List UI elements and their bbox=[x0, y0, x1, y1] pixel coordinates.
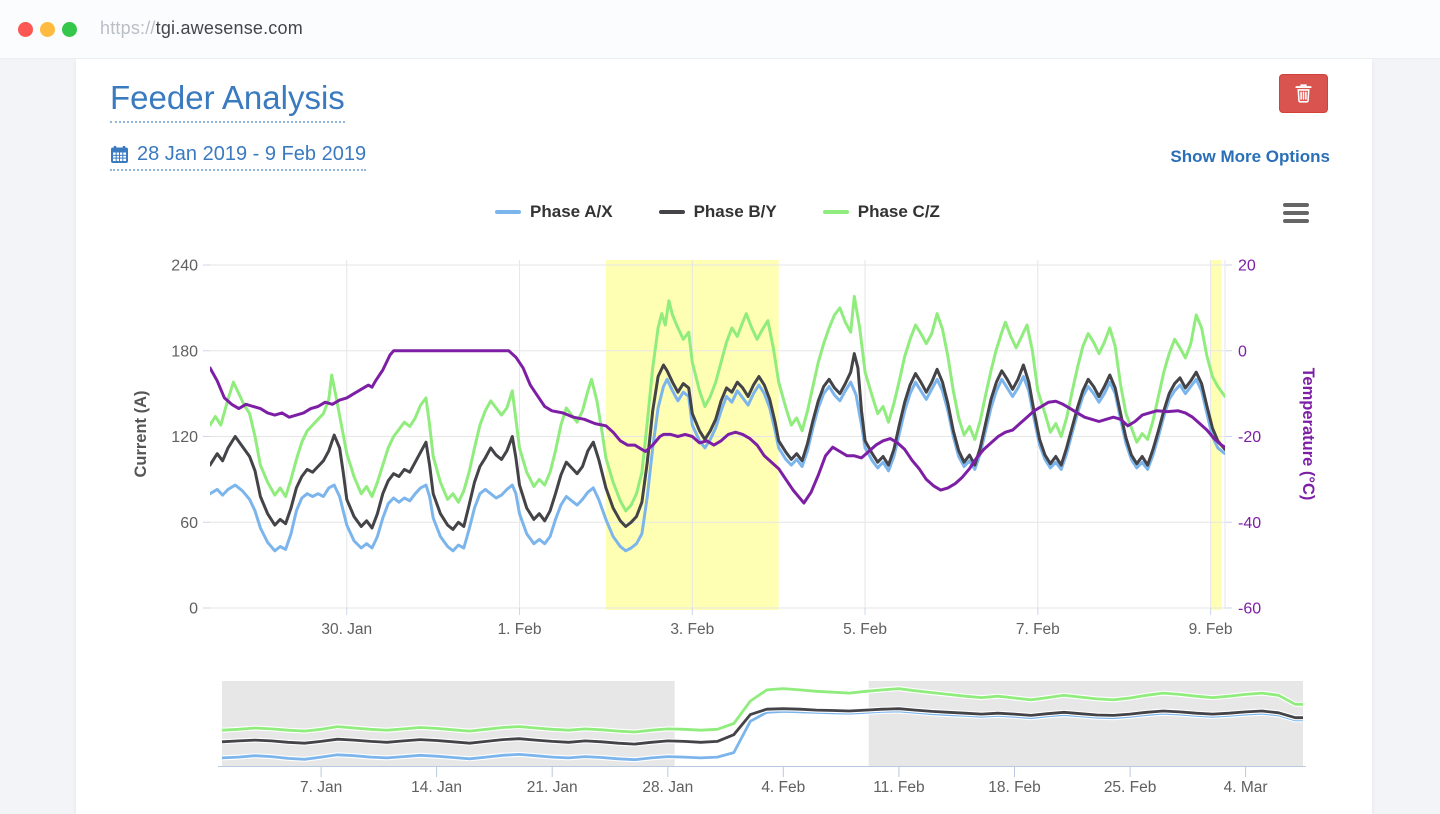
current-axis-tick-label: 240 bbox=[171, 258, 198, 275]
legend-label: Phase B/Y bbox=[693, 202, 777, 221]
temperature-axis-tick-label: -40 bbox=[1238, 515, 1261, 532]
series-line-phase-a-x bbox=[210, 375, 1225, 553]
chart-series-group bbox=[210, 294, 1225, 553]
page-title[interactable]: Feeder Analysis bbox=[110, 79, 345, 123]
legend-swatch-phase-by bbox=[658, 210, 685, 214]
temperature-axis-tick-label: -20 bbox=[1238, 429, 1261, 446]
page-background: Feeder Analysis 28 bbox=[0, 59, 1440, 814]
navigator-tick-label: 4. Mar bbox=[1224, 779, 1268, 796]
url-domain: tgi.awesense.com bbox=[155, 18, 303, 38]
current-axis-tick-label: 180 bbox=[171, 343, 198, 360]
feeder-analysis-chart[interactable]: 0 -60 60 -40 120 -20 180 0 240 20 30. Jan 1. Feb 3. … bbox=[76, 234, 1372, 814]
date-range-picker[interactable]: 28 Jan 2019 - 9 Feb 2019 bbox=[110, 143, 367, 171]
legend-item-phase-by[interactable]: Phase B/Y bbox=[658, 202, 777, 222]
legend-swatch-phase-ax bbox=[495, 210, 522, 214]
show-more-options-link[interactable]: Show More Options bbox=[1170, 147, 1330, 166]
navigator-tick-label: 21. Jan bbox=[527, 779, 578, 796]
navigator-tick-label: 18. Feb bbox=[988, 779, 1041, 796]
legend-item-phase-cz[interactable]: Phase C/Z bbox=[822, 202, 940, 222]
legend-swatch-phase-cz bbox=[822, 210, 849, 214]
current-axis-title: Current (A) bbox=[132, 390, 150, 477]
series-line-phase-c-z bbox=[210, 294, 1225, 513]
legend-label: Phase C/Z bbox=[857, 202, 940, 221]
address-bar[interactable]: https://tgi.awesense.com bbox=[100, 18, 303, 39]
temperature-axis-tick-label: 20 bbox=[1238, 258, 1256, 275]
window-zoom-button[interactable] bbox=[62, 22, 77, 37]
navigator-mask-left[interactable] bbox=[222, 681, 675, 766]
temperature-axis-title: Temperature (°C) bbox=[1299, 368, 1317, 501]
calendar-icon bbox=[111, 146, 128, 163]
current-axis-tick-label: 0 bbox=[189, 601, 198, 618]
x-axis-tick-label: 7. Feb bbox=[1016, 621, 1060, 638]
navigator-tick-label: 25. Feb bbox=[1104, 779, 1157, 796]
x-axis-tick-label: 30. Jan bbox=[321, 621, 372, 638]
chart-context-menu-button[interactable] bbox=[1283, 203, 1309, 223]
window-close-button[interactable] bbox=[18, 22, 33, 37]
navigator-tick-label: 28. Jan bbox=[642, 779, 693, 796]
current-axis-tick-label: 60 bbox=[180, 515, 198, 532]
series-line-temperature bbox=[210, 349, 1225, 505]
url-scheme: https:// bbox=[100, 18, 156, 38]
delete-button[interactable] bbox=[1279, 74, 1328, 113]
chart-legend: Phase A/X Phase B/Y Phase C/Z bbox=[210, 199, 1225, 225]
navigator-series-phase-b-y bbox=[221, 707, 1303, 746]
x-axis-tick-label: 5. Feb bbox=[843, 621, 887, 638]
series-line-phase-b-y bbox=[210, 352, 1225, 531]
x-axis-tick-label: 3. Feb bbox=[670, 621, 714, 638]
navigator-tick-label: 7. Jan bbox=[300, 779, 342, 796]
browser-chrome: https://tgi.awesense.com bbox=[0, 0, 1440, 59]
navigator-tick-label: 11. Feb bbox=[873, 779, 924, 796]
legend-label: Phase A/X bbox=[530, 202, 613, 221]
window-minimize-button[interactable] bbox=[40, 22, 55, 37]
x-axis-tick-label: 1. Feb bbox=[498, 621, 542, 638]
x-axis-tick-label: 9. Feb bbox=[1189, 621, 1233, 638]
navigator-tick-label: 14. Jan bbox=[411, 779, 462, 796]
feeder-analysis-card: Feeder Analysis 28 bbox=[76, 59, 1372, 814]
hamburger-icon bbox=[1283, 203, 1309, 207]
navigator-tick-label: 4. Feb bbox=[761, 779, 805, 796]
date-range-label: 28 Jan 2019 - 9 Feb 2019 bbox=[137, 143, 367, 165]
temperature-axis-tick-label: 0 bbox=[1238, 343, 1247, 360]
current-axis-tick-label: 120 bbox=[171, 429, 198, 446]
trash-icon bbox=[1295, 84, 1312, 103]
temperature-axis-tick-label: -60 bbox=[1238, 601, 1261, 618]
legend-item-phase-ax[interactable]: Phase A/X bbox=[495, 202, 613, 222]
navigator-series-phase-c-z bbox=[221, 687, 1303, 734]
